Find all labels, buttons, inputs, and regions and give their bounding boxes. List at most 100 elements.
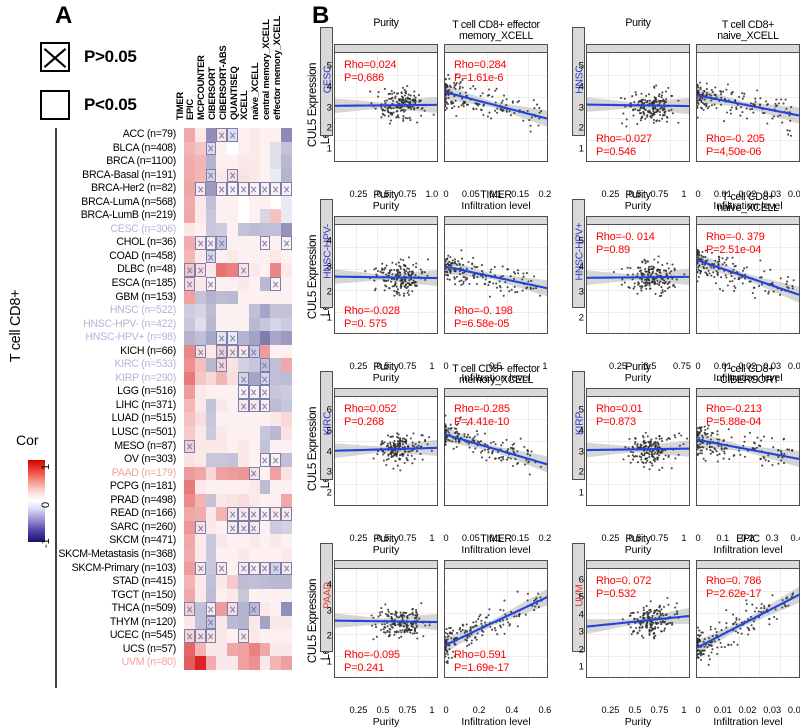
heatmap-row-label: CHOL (n=36) — [116, 236, 176, 249]
scatter-point — [534, 598, 537, 601]
heatmap-row — [184, 398, 292, 413]
facet-title: T cell CD8+ effector memory_XCELL — [452, 363, 540, 387]
heatmap-cell — [248, 209, 260, 223]
heatmap-cell — [205, 155, 217, 169]
scatter-point — [701, 653, 704, 656]
gridline-vertical — [717, 397, 719, 505]
scatter-point — [423, 109, 426, 112]
scatter-point — [789, 134, 793, 137]
scatter-point — [645, 101, 648, 104]
heatmap-cell — [184, 236, 195, 250]
scatter-point — [733, 453, 736, 457]
scatter-point — [649, 274, 652, 277]
scatter-point — [638, 629, 641, 632]
heatmap-cell — [259, 168, 271, 183]
y-tick-label: 2 — [326, 122, 332, 134]
scatter-point — [445, 99, 447, 102]
heatmap-cell — [194, 480, 206, 494]
scatter-point — [484, 442, 487, 446]
scatter-point — [473, 265, 476, 268]
y-tick-label: 2 — [578, 466, 584, 478]
scatter-point — [734, 98, 737, 102]
heatmap-cell — [248, 615, 260, 630]
x-tick-label: 0 — [695, 189, 701, 199]
gridline-horizontal — [697, 612, 799, 614]
scatter-point — [720, 448, 723, 451]
heatmap-cell — [281, 480, 292, 494]
scatter-point — [418, 441, 421, 444]
x-axis: 0.25 0.5 0.75 1.0 Purity — [334, 189, 439, 212]
scatter-point — [743, 440, 746, 443]
heatmap-cell — [270, 656, 282, 670]
scatter-point — [660, 286, 663, 289]
p-value: P=6.58e-05 — [454, 317, 510, 330]
scatter-point — [703, 638, 706, 641]
heatmap-row — [184, 195, 292, 210]
heatmap-cell — [184, 588, 195, 603]
scatter-point — [524, 463, 527, 466]
scatter-point — [468, 643, 471, 646]
scatter-point — [407, 445, 410, 448]
x-tick-label: 0.25 — [349, 533, 368, 543]
scatter-point — [404, 91, 407, 94]
scatter-point — [457, 260, 460, 263]
scatter-point — [708, 272, 711, 275]
y-tick-label: 4 — [578, 425, 584, 437]
scatter-point — [649, 442, 652, 445]
scatter-point — [658, 294, 661, 298]
scatter-point — [678, 444, 681, 447]
scatter-point — [458, 82, 461, 85]
scatter-point — [636, 272, 639, 275]
scatter-point — [645, 284, 648, 287]
scatter-point — [529, 454, 532, 457]
scatter-point — [651, 614, 654, 617]
heatmap-cell-nonsignificant — [205, 249, 217, 264]
scatter-point — [408, 279, 411, 282]
x-tick-label: 0.5 — [376, 705, 390, 715]
scatter-point — [485, 459, 488, 462]
scatter-point — [688, 114, 689, 116]
scatter-point — [446, 89, 449, 92]
scatter-point — [395, 278, 398, 281]
scatter-point — [703, 645, 706, 648]
scatter-point — [715, 96, 718, 99]
scatter-point — [521, 289, 524, 292]
scatter-point — [513, 112, 516, 115]
scatter-point — [645, 115, 649, 118]
heatmap-cell — [237, 331, 249, 345]
heatmap-cell — [194, 155, 206, 169]
scatter-point — [697, 656, 699, 659]
scatter-point — [789, 119, 792, 122]
heatmap-cell — [227, 547, 238, 562]
scatter-point — [407, 97, 410, 100]
heatmap-cell — [270, 155, 282, 169]
gridline-horizontal — [697, 440, 799, 442]
scatter-point — [412, 279, 415, 282]
heatmap-cell — [194, 222, 206, 237]
scatter-point — [460, 104, 463, 107]
heatmap-cell — [205, 426, 217, 440]
scatter-point — [649, 610, 652, 613]
scatter-point — [414, 281, 417, 284]
scatter-point — [697, 448, 699, 451]
scatter-point — [386, 629, 389, 632]
scatter-point — [698, 97, 702, 100]
heatmap-cell — [205, 182, 217, 196]
scatter-point — [412, 432, 415, 435]
scatter-point — [507, 621, 510, 624]
heatmap-cell-nonsignificant — [194, 236, 206, 250]
scatter-point — [506, 268, 510, 271]
scatter-facet: T cell CD8+ effector memory_XCELL Rho=0.28… — [444, 19, 552, 212]
scatter-point — [404, 628, 407, 631]
scatter-point — [651, 443, 654, 446]
facet-strip — [586, 388, 690, 397]
scatter-point — [705, 94, 708, 97]
scatter-point — [404, 116, 407, 119]
heatmap-cell — [248, 290, 260, 305]
y-tick-label: 3 — [326, 102, 332, 114]
heatmap-cell — [270, 520, 282, 535]
scatter-point — [504, 281, 507, 284]
scatter-point — [661, 281, 664, 284]
scatter-point — [783, 453, 786, 456]
scatter-point — [420, 114, 423, 117]
